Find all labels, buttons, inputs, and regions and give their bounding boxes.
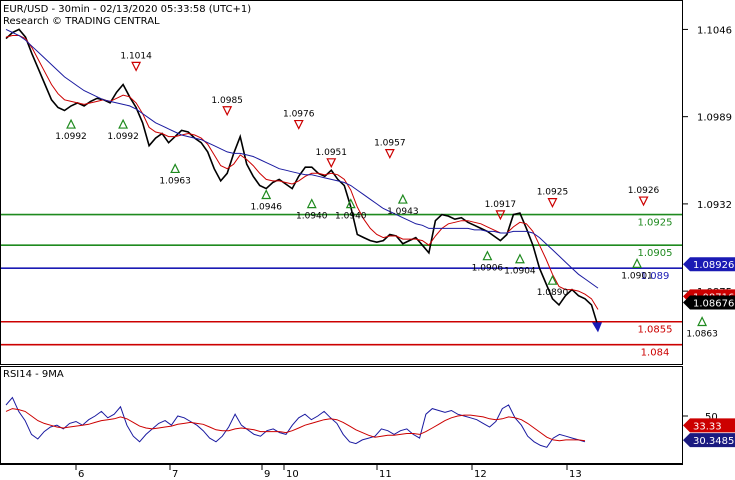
rsi-series-ma9 — [5, 408, 586, 442]
high-marker-icon-2 — [131, 61, 142, 72]
rsi-ytick-label-0: 50 — [705, 412, 718, 423]
low-marker-icon-0 — [66, 118, 77, 129]
low-marker-icon-3 — [170, 163, 181, 174]
hline-label-3: 1.0855 — [638, 325, 673, 336]
rsi-series-rsi — [5, 396, 586, 448]
low-marker-icon-1 — [118, 118, 129, 129]
low-label-3: 1.0963 — [159, 176, 191, 186]
xtick-label-6: 13 — [569, 469, 582, 480]
low-label-1: 1.0992 — [107, 132, 139, 142]
price-ytick-label-0: 1.1046 — [697, 25, 732, 36]
price-tag-label-2: 1.08676 — [693, 298, 734, 309]
xtick-label-0: 6 — [78, 469, 84, 480]
price-tag-2 — [683, 295, 735, 310]
price-tag-label-0: 1.08926 — [693, 260, 734, 271]
xtick-label-2: 9 — [264, 469, 270, 480]
high-label-4: 1.0985 — [211, 96, 243, 106]
price-tag-0 — [683, 257, 735, 272]
high-label-17: 1.0926 — [628, 186, 660, 196]
hline-label-1: 1.0905 — [638, 248, 673, 259]
low-label-7: 1.0940 — [296, 212, 328, 222]
rsi-panel-frame — [0, 366, 683, 464]
high-label-13: 1.0917 — [485, 200, 517, 210]
high-label-10: 1.0957 — [374, 139, 406, 149]
high-marker-icon-15 — [547, 198, 558, 208]
low-marker-icon-7 — [306, 198, 317, 209]
rsi-title: RSI14 - 9MA — [3, 369, 64, 380]
low-label-19: 1.0863 — [686, 329, 718, 339]
low-marker-icon-9 — [345, 198, 356, 209]
high-label-15: 1.0925 — [537, 188, 569, 198]
rsi-tag-1 — [683, 433, 735, 448]
chart-title: EUR/USD - 30min - 02/13/2020 05:33:58 (U… — [3, 4, 251, 15]
low-marker-icon-5 — [261, 189, 272, 200]
high-marker-icon-4 — [222, 106, 233, 117]
hline-label-2: 1.089 — [641, 271, 670, 282]
high-marker-icon-17 — [638, 196, 649, 207]
low-marker-icon-16 — [547, 274, 558, 285]
low-label-12: 1.0906 — [472, 264, 504, 274]
xtick-label-1: 7 — [172, 469, 178, 480]
high-marker-icon-6 — [293, 119, 304, 130]
rsi-plot — [5, 396, 586, 448]
rsi-tag-0 — [683, 418, 735, 433]
high-marker-icon-8 — [326, 158, 337, 169]
low-marker-icon-12 — [482, 250, 493, 261]
low-marker-icon-18 — [632, 257, 643, 268]
high-marker-icon-13 — [495, 210, 506, 221]
high-label-8: 1.0951 — [316, 148, 348, 158]
high-label-2: 1.1014 — [120, 51, 152, 61]
price-plot: 1.0925 1.0905 1.089 1.0855 1.084 1.0992 1.0992… — [1, 28, 718, 359]
low-label-11: 1.0943 — [387, 207, 419, 217]
rsi-tag-label-0: 33.33 — [693, 421, 722, 432]
low-marker-icon-14 — [514, 253, 525, 264]
hline-label-0: 1.0925 — [638, 218, 673, 229]
low-label-14: 1.0904 — [504, 267, 536, 277]
xtick-label-3: 10 — [286, 469, 299, 480]
xtick-label-5: 12 — [474, 469, 487, 480]
low-label-18: 1.0901 — [621, 271, 653, 281]
series-ma-slow — [5, 28, 599, 289]
price-ytick-label-2: 1.0932 — [697, 200, 732, 211]
high-marker-icon-10 — [384, 149, 395, 159]
low-marker-icon-19 — [697, 316, 708, 327]
low-label-0: 1.0992 — [55, 132, 87, 142]
high-label-6: 1.0976 — [283, 110, 315, 120]
low-label-9: 1.0940 — [335, 212, 367, 222]
chart-subtitle: Research © TRADING CENTRAL — [3, 16, 160, 27]
low-label-5: 1.0946 — [250, 202, 282, 212]
price-ytick-label-1: 1.0989 — [697, 113, 732, 124]
hline-label-4: 1.084 — [641, 348, 670, 359]
low-label-16: 1.0890 — [537, 288, 569, 298]
axes: 1.10461.09891.09321.08751.089261.087161.… — [75, 25, 735, 480]
rsi-tag-label-1: 30.3485 — [693, 436, 734, 447]
xtick-label-4: 11 — [379, 469, 392, 480]
low-marker-icon-11 — [397, 193, 408, 204]
projection-arrow-icon — [592, 322, 602, 333]
